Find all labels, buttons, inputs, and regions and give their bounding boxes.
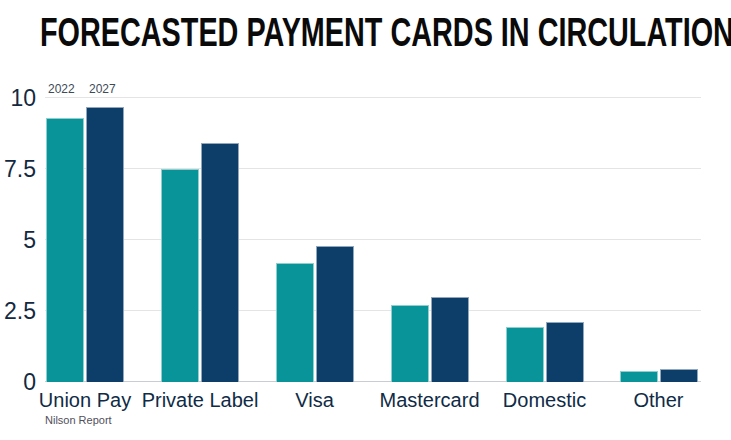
y-axis-tick-label: 7.5: [4, 158, 36, 181]
bar-other-2022: [620, 371, 658, 382]
y-axis-tick-label: 0: [23, 371, 36, 394]
plot-area: 02.557.510Union PayPrivate LabelVisaMast…: [45, 98, 701, 382]
gridline-y7.5: [45, 168, 701, 169]
gridline-y10: [45, 97, 701, 98]
x-axis-category-label: Mastercard: [379, 390, 479, 410]
legend-label-2022: 2022: [48, 83, 75, 95]
chart-title: FORECASTED PAYMENT CARDS IN CIRCULATION: [40, 10, 731, 55]
gridline-y0: [45, 381, 701, 382]
legend-label-2027: 2027: [89, 83, 116, 95]
bar-private-label-2022: [161, 169, 199, 382]
bar-domestic-2027: [546, 322, 584, 382]
bar-mastercard-2022: [391, 305, 429, 382]
x-axis-category-label: Union Pay: [39, 390, 131, 410]
bar-private-label-2027: [201, 143, 239, 382]
bar-other-2027: [660, 369, 698, 382]
gridline-y2.5: [45, 310, 701, 311]
gridline-y5: [45, 239, 701, 240]
source-note: Nilson Report: [45, 414, 112, 426]
y-axis-tick-label: 2.5: [4, 300, 36, 323]
y-axis-tick-label: 10: [10, 87, 36, 110]
bar-domestic-2022: [506, 327, 544, 382]
bar-mastercard-2027: [431, 297, 469, 382]
y-axis-tick-label: 5: [23, 229, 36, 252]
bar-visa-2022: [276, 263, 314, 382]
bar-union-pay-2027: [86, 107, 124, 382]
x-axis-category-label: Other: [633, 390, 683, 410]
chart-page: FORECASTED PAYMENT CARDS IN CIRCULATION …: [0, 0, 731, 440]
bar-visa-2027: [316, 246, 354, 382]
x-axis-category-label: Domestic: [503, 390, 586, 410]
bar-union-pay-2022: [46, 118, 84, 382]
x-axis-category-label: Visa: [295, 390, 334, 410]
x-axis-category-label: Private Label: [142, 390, 259, 410]
